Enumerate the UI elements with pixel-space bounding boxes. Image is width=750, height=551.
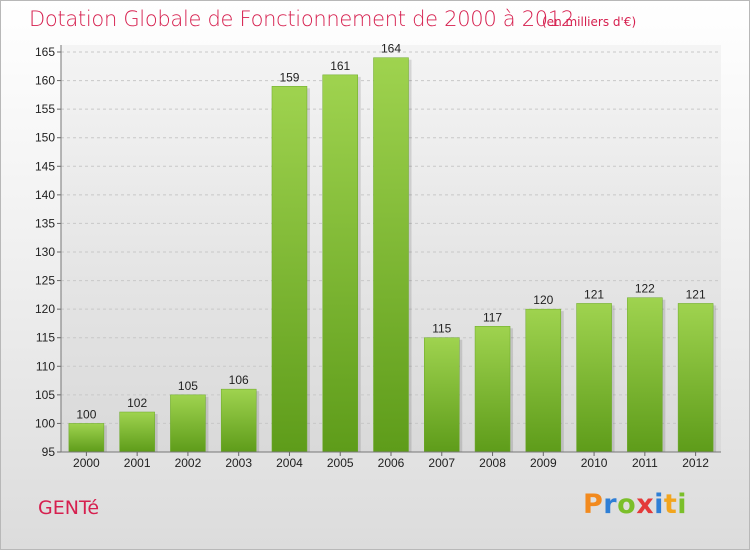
data-label: 102 [127,396,147,410]
bar [220,388,257,453]
logo-letter: x [636,489,655,520]
y-tick-label: 140 [35,188,55,202]
y-axis: 95 100 105 110 115 120 125 130 135 140 145 150 155 16… [35,45,62,459]
bar [474,326,511,453]
x-tick-label: 2009 [530,456,557,470]
data-label: 121 [584,287,604,301]
x-tick-label: 2004 [276,456,303,470]
data-label: 100 [76,407,96,421]
logo-letter: o [617,489,637,520]
data-label: 159 [279,70,299,84]
y-tick-label: 150 [35,131,55,145]
x-tick-label: 2007 [428,456,455,470]
y-tick-label: 130 [35,245,55,259]
data-label: 105 [178,379,198,393]
data-label: 120 [533,293,553,307]
x-tick-label: 2006 [378,456,405,470]
y-tick-label: 135 [35,216,55,230]
x-tick-label: 2011 [632,456,658,470]
data-label: 121 [686,287,706,301]
data-label: 164 [381,42,401,56]
bar [322,74,358,453]
bar [576,303,612,453]
data-label: 106 [229,373,249,387]
logo-letter: t [663,489,678,520]
y-tick-label: 125 [35,274,55,288]
y-tick-label: 145 [35,159,55,173]
bar [627,297,663,453]
y-tick-label: 160 [35,74,55,88]
y-tick-label: 95 [42,445,56,459]
data-label: 115 [432,322,451,336]
bar [373,57,409,453]
data-label: 117 [483,310,502,324]
logo-letter: r [603,489,618,520]
y-tick-label: 115 [36,331,55,345]
x-tick-label: 2010 [581,456,608,470]
y-tick-label: 155 [35,102,55,116]
x-tick-label: 2005 [327,456,354,470]
y-tick-label: 105 [35,388,55,402]
x-tick-label: 2002 [175,456,202,470]
data-label: 161 [330,59,350,73]
y-tick-label: 165 [35,45,55,59]
bar [68,423,105,453]
bar [525,308,562,453]
y-tick-label: 110 [36,359,55,373]
proxiti-logo: Proxiti [583,489,687,520]
logo-letter: i [677,489,688,520]
x-tick-label: 2012 [682,456,709,470]
x-tick-label: 2003 [225,456,252,470]
logo-letter: i [654,489,664,520]
bar [119,411,155,453]
logo-letter: P [583,489,604,520]
x-tick-label: 2000 [73,456,100,470]
bar [271,86,308,453]
x-tick-label: 2008 [479,456,506,470]
y-tick-label: 100 [35,416,55,430]
chart-title: Dotation Globale de Fonctionnement de 20… [29,7,574,31]
bar [424,337,460,453]
data-label: 122 [635,282,655,296]
bar [170,394,206,453]
x-axis: 2000 2001 2002 2003 2004 2005 2006 2007 2008 2009… [61,451,721,470]
x-tick-label: 2001 [124,456,151,470]
commune-name: GENTé [38,497,100,519]
bars: 100 102 105 106 159 161 164 115 117 120 121 122 121 [68,42,717,453]
unit-note: (en milliers d'€) [542,15,637,29]
bar [677,303,714,453]
y-tick-label: 120 [35,302,55,316]
